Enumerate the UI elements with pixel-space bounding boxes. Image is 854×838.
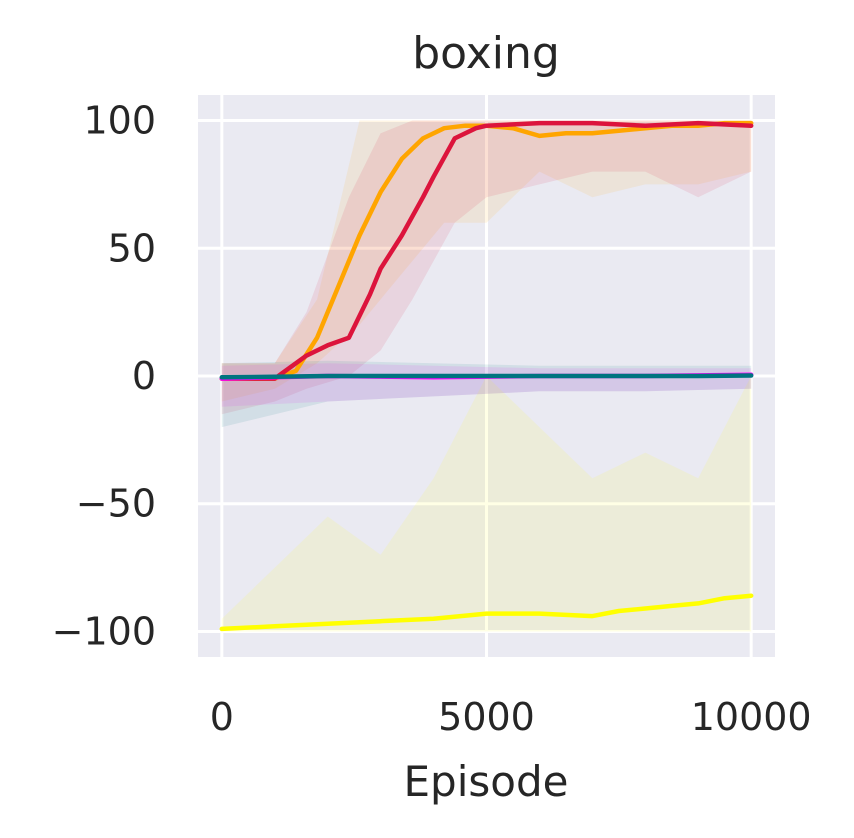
- series-line-4: [219, 593, 754, 632]
- series-band-1: [221, 120, 752, 415]
- series-band-4: [221, 376, 752, 632]
- x-tick-label-0: 0: [210, 695, 234, 739]
- series-lines: [219, 120, 754, 632]
- x-axis-ticks: 0 5000 10000: [210, 695, 812, 739]
- series-line-1: [219, 120, 754, 381]
- y-tick-label-1: 50: [108, 226, 156, 270]
- y-tick-label-3: −50: [76, 482, 156, 526]
- y-tick-label-2: 0: [132, 354, 156, 398]
- series-line-3: [219, 373, 754, 380]
- y-tick-label-4: −100: [52, 609, 156, 653]
- chart-title: boxing: [412, 28, 560, 79]
- y-axis-ticks: 100 50 0 −50 −100: [52, 99, 156, 654]
- series-band-0: [221, 120, 752, 402]
- x-tick-label-1: 5000: [438, 695, 535, 739]
- x-tick-label-2: 10000: [691, 695, 812, 739]
- y-tick-label-0: 100: [83, 99, 156, 143]
- x-axis-label: Episode: [404, 757, 569, 806]
